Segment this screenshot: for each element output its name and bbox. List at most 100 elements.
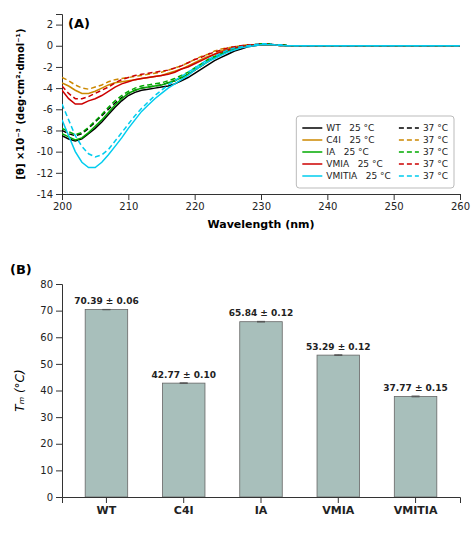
x-axis-tick-mark xyxy=(415,497,416,503)
y-axis-line xyxy=(56,15,63,195)
x-axis: WT C4I IA VMIA VMITIA xyxy=(63,497,461,517)
y-axis-tick-mark xyxy=(56,284,62,285)
bar xyxy=(162,383,205,497)
error-bar xyxy=(334,354,342,356)
bar xyxy=(317,355,360,497)
y-axis-tick-mark xyxy=(56,88,62,89)
y-axis-tick-label: 40 xyxy=(40,385,53,396)
error-bar xyxy=(180,382,188,384)
legend-swatch xyxy=(399,175,419,177)
y-axis-tick-mark xyxy=(56,364,62,365)
error-bar xyxy=(412,396,420,398)
legend-swatch xyxy=(399,127,419,129)
x-axis-line xyxy=(63,498,461,504)
y-axis-tick-label: 60 xyxy=(40,332,53,343)
y-axis-tick-label: -4 xyxy=(43,83,53,94)
x-axis-tick: C4I xyxy=(174,497,194,517)
legend-label: 37 °C xyxy=(423,147,448,157)
legend-item: WT 25 °C xyxy=(302,123,374,133)
y-axis-tick-label: -14 xyxy=(37,189,53,200)
x-axis-tick-label: WT xyxy=(97,504,117,517)
legend-item: VMIA 25 °C xyxy=(302,159,382,169)
y-axis-tick-mark xyxy=(56,311,62,312)
legend-label: VMIA 25 °C xyxy=(326,159,382,169)
legend-swatch xyxy=(302,163,322,165)
y-axis-tick-label: 0 xyxy=(47,40,53,51)
error-bar xyxy=(257,321,265,323)
legend-item: C4I 25 °C xyxy=(302,135,374,145)
error-bar xyxy=(102,309,110,310)
series-line xyxy=(62,44,460,99)
x-axis-tick: IA xyxy=(255,497,268,517)
y-axis-tick: 70 xyxy=(40,305,62,316)
x-axis-tick-label: C4I xyxy=(174,504,194,517)
y-axis-tick-mark xyxy=(56,46,62,47)
y-axis-tick: -10 xyxy=(37,146,62,157)
legend-swatch xyxy=(399,151,419,153)
legend-label: VMITIA 25 °C xyxy=(326,171,391,181)
y-axis-tick-label: 50 xyxy=(40,359,53,370)
x-axis-tick-mark xyxy=(394,194,395,200)
y-axis-tick-mark xyxy=(56,130,62,131)
y-axis-tick: 50 xyxy=(40,359,62,370)
plot-area xyxy=(85,309,437,497)
y-axis-tick: -4 xyxy=(43,83,62,94)
y-axis-tick: 40 xyxy=(40,385,62,396)
x-axis-tick: 260 xyxy=(451,194,470,212)
x-axis-tick-mark xyxy=(106,497,107,503)
bar xyxy=(394,396,437,497)
x-axis-tick-mark xyxy=(460,194,461,200)
x-axis-tick-mark xyxy=(128,194,129,200)
x-axis-line xyxy=(63,195,461,201)
x-axis-tick-label: VMITIA xyxy=(394,504,438,517)
x-axis-tick-label: 210 xyxy=(119,201,138,212)
y-axis-tick: 10 xyxy=(40,465,62,476)
y-axis-tick-mark xyxy=(56,337,62,338)
legend-item: VMITIA 25 °C xyxy=(302,171,391,181)
legend-item: IA 25 °C xyxy=(302,147,369,157)
x-axis-tick: 250 xyxy=(385,194,404,212)
y-axis-tick-label: 0 xyxy=(47,492,53,503)
legend-box xyxy=(296,116,454,188)
x-axis-tick-mark xyxy=(261,194,262,200)
y-axis-tick-mark xyxy=(56,67,62,68)
x-axis-tick: WT xyxy=(97,497,117,517)
bar xyxy=(240,322,283,497)
y-axis-title: [θ] ×10⁻³ (deg·cm²·dmol⁻¹) xyxy=(15,28,26,179)
x-axis-tick: 210 xyxy=(119,194,138,212)
y-axis-tick-label: 30 xyxy=(40,412,53,423)
legend-item: 37 °C xyxy=(399,135,448,145)
legend-label: IA 25 °C xyxy=(326,147,369,157)
y-axis-tick-label: 10 xyxy=(40,465,53,476)
legend-item: 37 °C xyxy=(399,147,448,157)
y-axis-tick: -6 xyxy=(43,104,62,115)
x-axis-tick: 240 xyxy=(318,194,337,212)
x-axis-tick: 230 xyxy=(252,194,271,212)
legend-label: 37 °C xyxy=(423,135,448,145)
y-axis-title: Tₘ (°C) xyxy=(13,369,27,411)
y-axis-tick-label: 20 xyxy=(40,438,53,449)
data-label: 70.39 ± 0.06 xyxy=(74,296,138,306)
series-line xyxy=(62,44,460,90)
data-label: 37.77 ± 0.15 xyxy=(383,383,447,393)
data-label: 42.77 ± 0.10 xyxy=(151,370,215,380)
panel: WTC4IIAVMIAVMITIA0102030405060708070.39 … xyxy=(10,262,461,517)
y-axis-tick-mark xyxy=(56,173,62,174)
y-axis-tick-mark xyxy=(56,25,62,26)
y-axis-tick-mark xyxy=(56,391,62,392)
x-axis-tick: 220 xyxy=(186,194,205,212)
y-axis-tick-mark xyxy=(56,497,62,498)
x-axis-tick: VMIA xyxy=(322,497,355,517)
x-axis-tick-mark xyxy=(195,194,196,200)
panel: 20021022023024025026020-2-4-6-8-10-12-14… xyxy=(15,15,470,232)
data-label: 53.29 ± 0.12 xyxy=(306,342,370,352)
y-axis-tick-mark xyxy=(56,444,62,445)
y-axis-tick-label: 70 xyxy=(40,305,53,316)
data-labels: 70.39 ± 0.0642.77 ± 0.1065.84 ± 0.1253.2… xyxy=(74,296,448,393)
x-axis-tick-label: 260 xyxy=(451,201,470,212)
legend-item: 37 °C xyxy=(399,171,448,181)
legend-label: 37 °C xyxy=(423,123,448,133)
y-axis-tick-mark xyxy=(56,470,62,471)
x-axis-tick-label: 220 xyxy=(186,201,205,212)
y-axis-tick-label: -2 xyxy=(43,62,53,73)
